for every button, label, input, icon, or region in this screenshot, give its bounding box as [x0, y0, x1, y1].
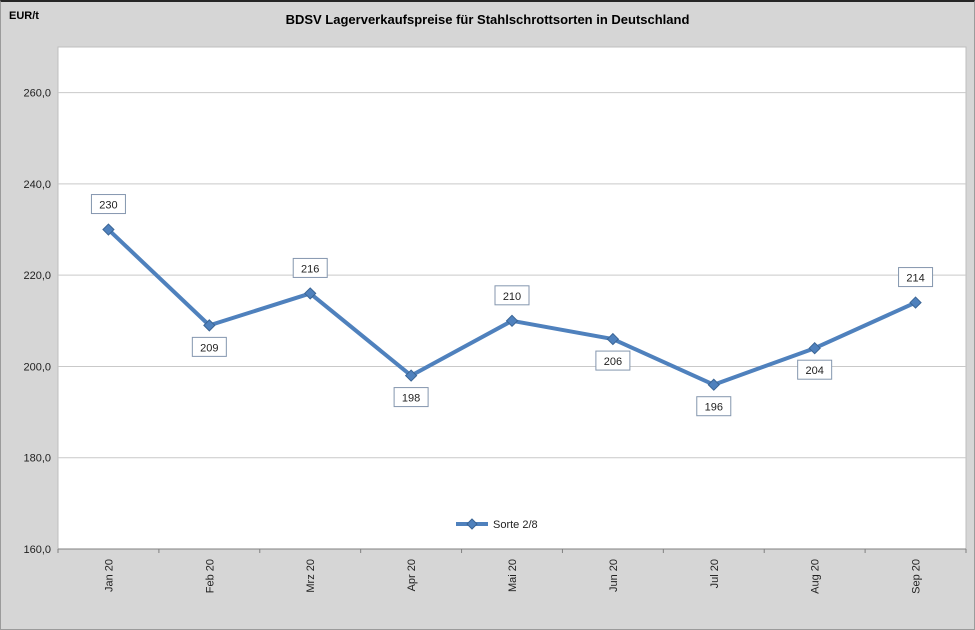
- data-label-box: [494, 285, 530, 306]
- data-label: 196: [705, 402, 723, 414]
- y-tick-label: 220,0: [23, 270, 51, 282]
- chart-title: BDSV Lagerverkaufspreise für Stahlschrot…: [285, 12, 690, 27]
- y-axis-unit-label: EUR/t: [9, 10, 39, 22]
- legend-label: Sorte 2/8: [493, 519, 538, 531]
- data-label: 230: [99, 200, 117, 212]
- x-tick-label: Mrz 20: [305, 559, 317, 593]
- data-label: 210: [503, 291, 521, 303]
- data-point-marker: [102, 223, 115, 236]
- data-point-marker: [808, 341, 821, 355]
- data-point-marker: [304, 287, 317, 300]
- data-point-marker: [606, 332, 620, 346]
- x-tick-label: Aug 20: [810, 559, 822, 594]
- data-label-box: [898, 267, 934, 288]
- x-tick-label: Feb 20: [204, 559, 216, 593]
- data-point-marker: [466, 518, 478, 530]
- y-tick-label: 260,0: [23, 88, 51, 100]
- data-label: 206: [604, 356, 622, 368]
- data-point-marker: [505, 314, 519, 328]
- x-tick-label: Jan 20: [103, 559, 115, 592]
- data-label: 209: [200, 342, 218, 354]
- data-point-marker: [404, 369, 418, 382]
- x-tick-label: Jun 20: [608, 559, 620, 592]
- legend: Sorte 2/8: [456, 518, 538, 531]
- x-tick-label: Jul 20: [709, 559, 721, 588]
- data-point-marker: [909, 296, 922, 309]
- data-label-box: [393, 387, 429, 408]
- data-point-marker: [707, 378, 720, 391]
- data-label-box: [191, 336, 227, 357]
- data-label-box: [797, 359, 833, 380]
- data-point-marker: [203, 319, 216, 332]
- x-tick-label: Sep 20: [911, 559, 923, 594]
- y-tick-label: 200,0: [23, 361, 51, 373]
- y-tick-label: 240,0: [23, 179, 51, 191]
- data-label: 204: [805, 365, 823, 377]
- y-tick-label: 180,0: [23, 453, 51, 465]
- data-label: 198: [402, 393, 420, 405]
- data-label-box: [696, 396, 732, 417]
- data-label-box: [90, 194, 126, 215]
- x-tick-label: Apr 20: [406, 559, 418, 591]
- data-label: 216: [301, 263, 319, 275]
- x-tick-label: Mai 20: [507, 559, 519, 592]
- data-label: 214: [906, 273, 924, 285]
- data-label-box: [595, 350, 631, 371]
- y-tick-label: 160,0: [23, 544, 51, 556]
- data-label-box: [292, 257, 328, 278]
